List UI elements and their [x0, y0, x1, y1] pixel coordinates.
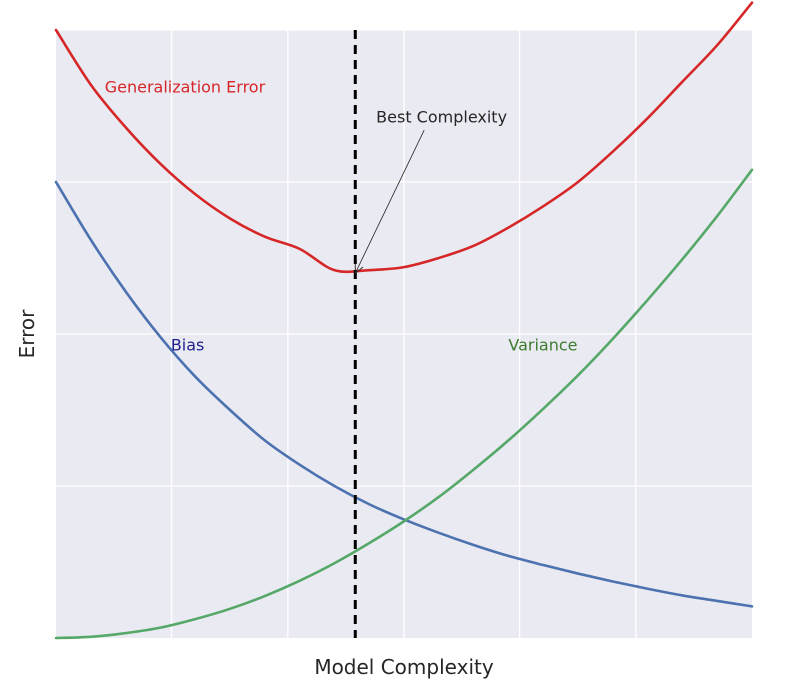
annotation-variance: Variance [508, 336, 577, 355]
series-line-variance [54, 168, 754, 640]
grid [56, 29, 752, 638]
series-lines [54, 1, 754, 640]
annotation-arrow-head [354, 263, 364, 275]
series-line-bias [54, 180, 754, 608]
annotation-bias: Bias [171, 336, 205, 355]
x-axis-label: Model Complexity [314, 655, 494, 679]
annotation-generalization-error: Generalization Error [105, 77, 266, 96]
annotations: Generalization Error Bias Variance Best Com… [105, 77, 578, 354]
y-axis-label: Error [15, 309, 39, 359]
annotation-arrow-line [354, 129, 425, 274]
series-line-generalization-error [54, 1, 754, 274]
annotation-best-complexity: Best Complexity [376, 108, 507, 127]
